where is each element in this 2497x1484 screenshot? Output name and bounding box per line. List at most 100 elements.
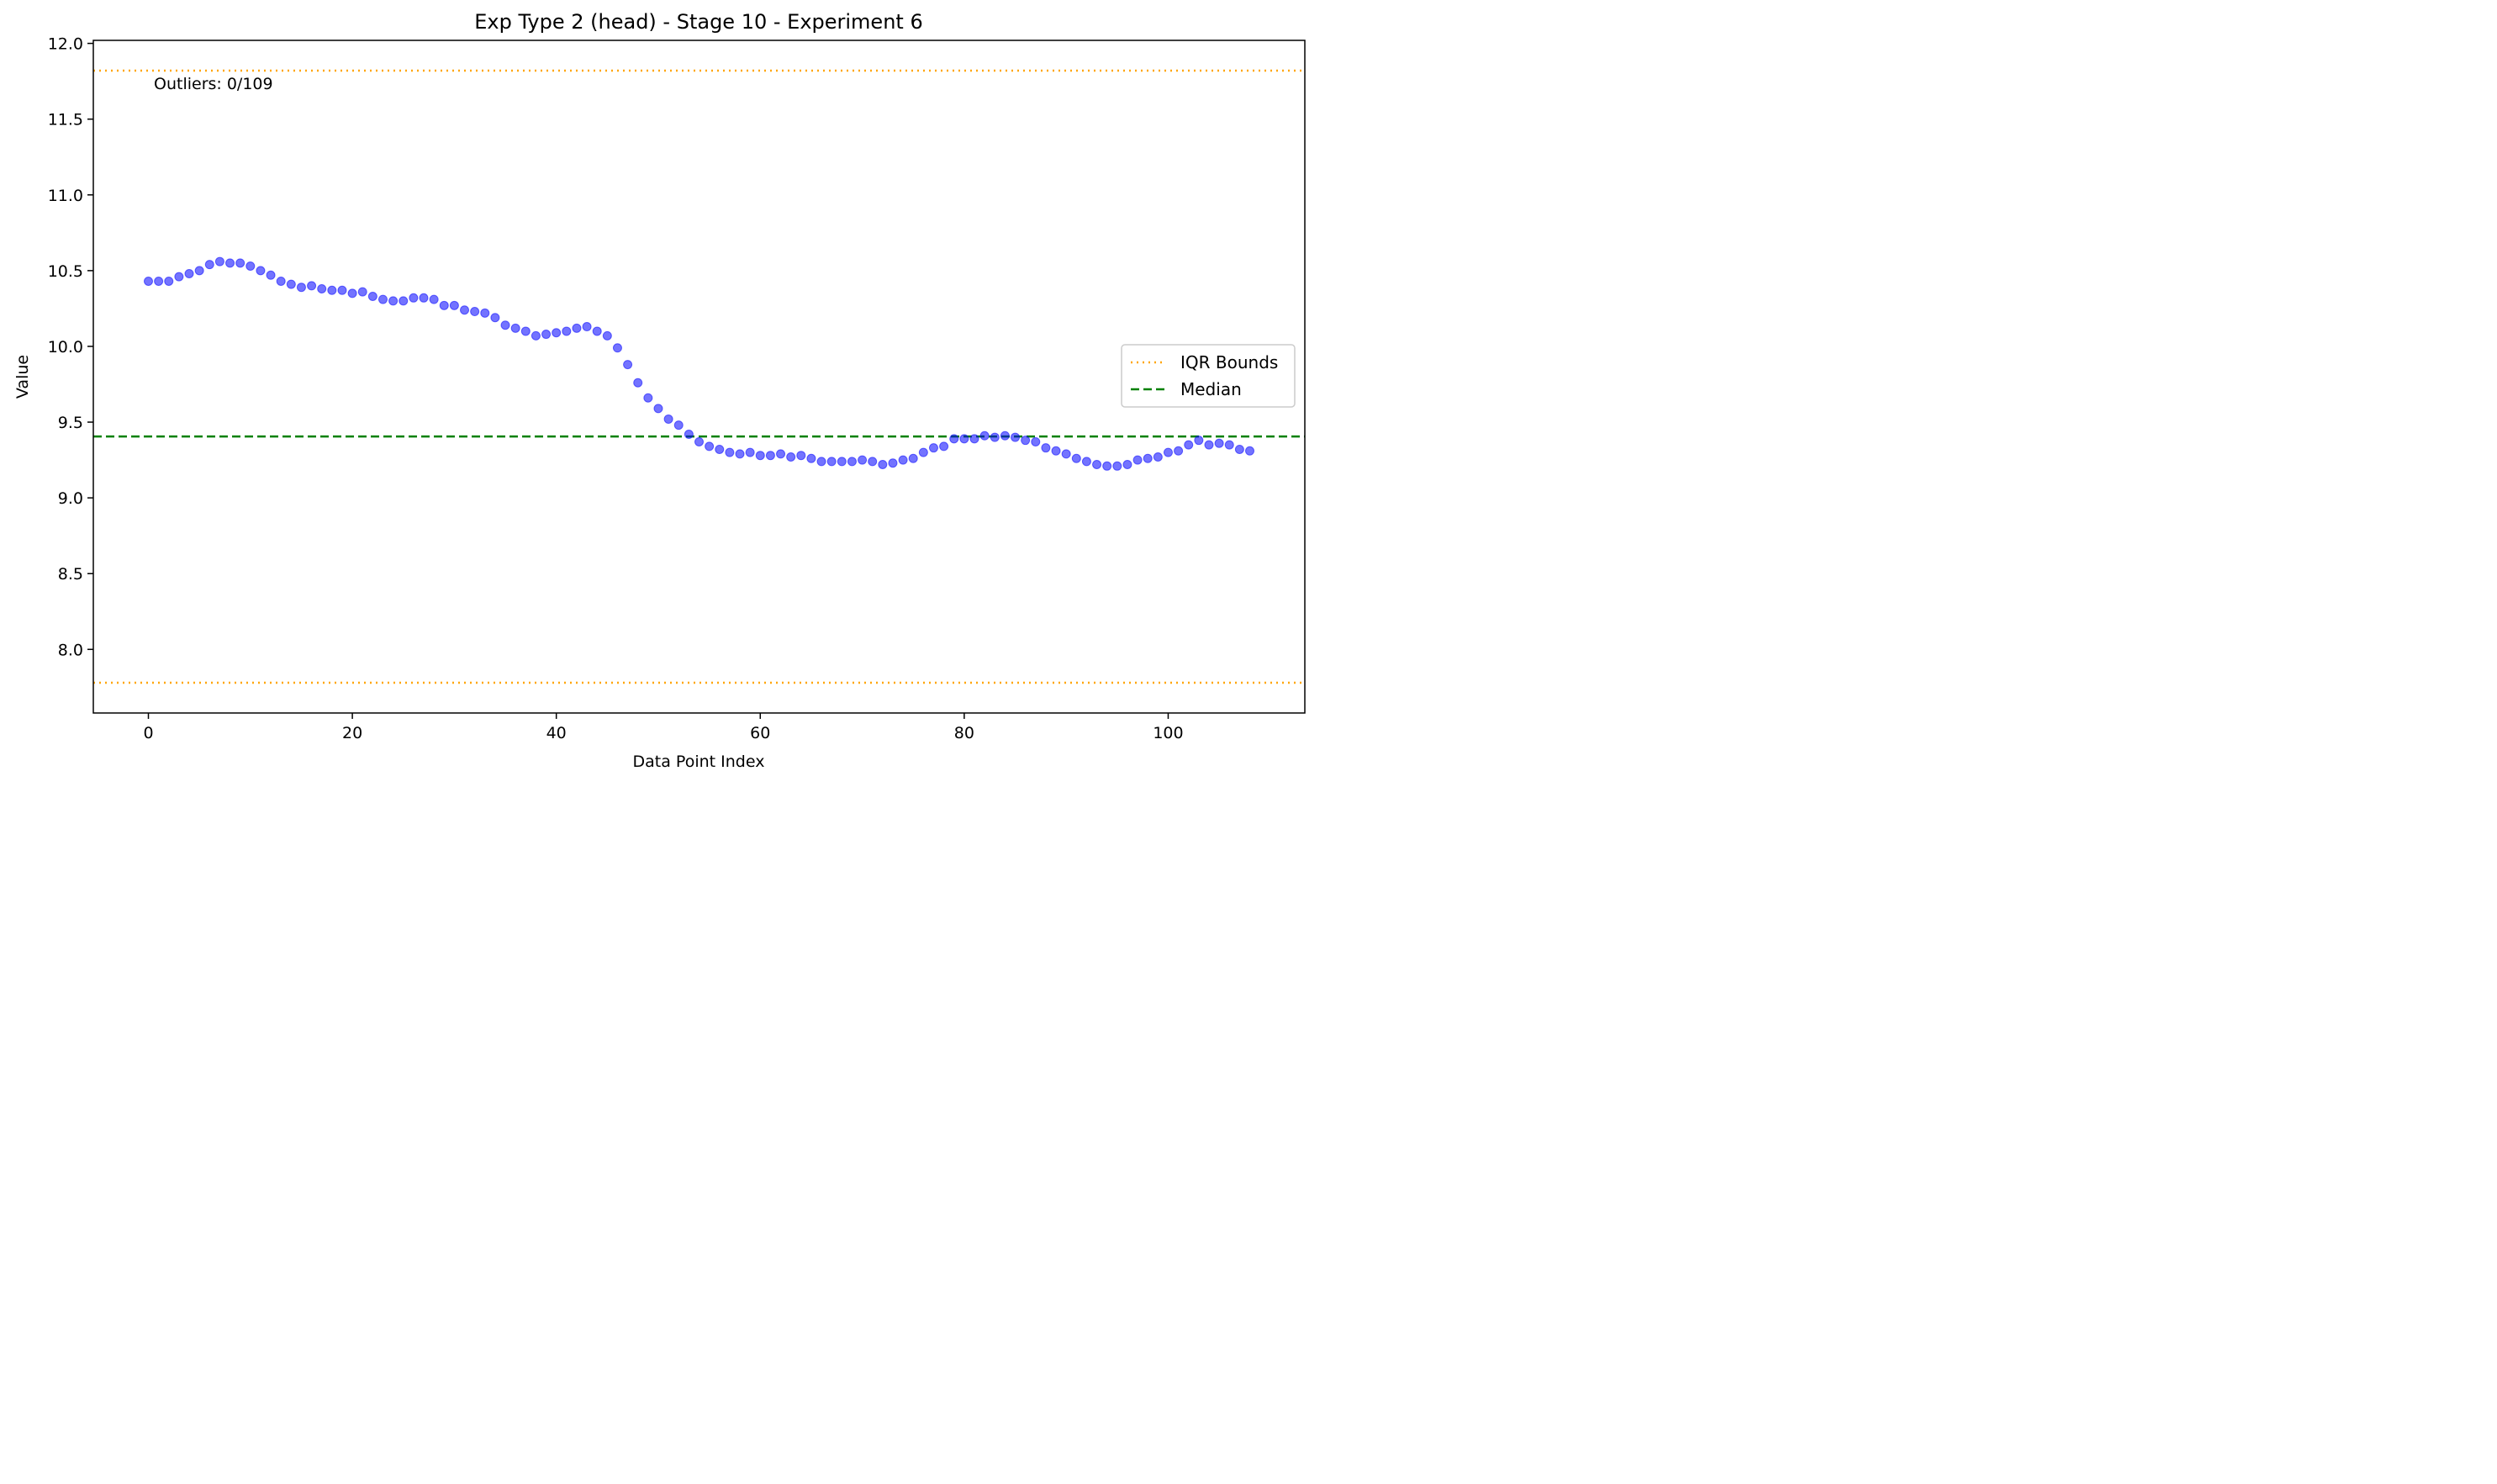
data-point-100 <box>1163 447 1173 457</box>
chart-svg: Exp Type 2 (head) - Stage 10 - Experimen… <box>0 0 1317 784</box>
data-point-59 <box>745 447 755 457</box>
data-point-19 <box>337 285 347 295</box>
outliers-annotation: Outliers: 0/109 <box>154 75 273 93</box>
data-point-60 <box>755 451 765 461</box>
data-point-80 <box>959 434 969 444</box>
data-point-5 <box>194 266 204 276</box>
reference-lines <box>93 69 1305 684</box>
data-point-28 <box>429 294 439 304</box>
data-point-87 <box>1031 436 1041 446</box>
data-point-102 <box>1184 440 1194 450</box>
data-point-20 <box>347 288 357 298</box>
data-point-33 <box>480 308 490 318</box>
data-point-10 <box>245 261 256 271</box>
data-point-52 <box>673 420 684 430</box>
data-point-12 <box>266 270 276 280</box>
data-point-30 <box>449 300 459 310</box>
data-point-69 <box>847 457 857 467</box>
x-axis-label: Data Point Index <box>633 753 765 771</box>
data-point-73 <box>888 458 898 468</box>
data-point-21 <box>357 287 367 297</box>
data-point-24 <box>388 296 399 306</box>
data-point-82 <box>979 430 990 441</box>
data-point-0 <box>144 276 153 286</box>
chart-title: Exp Type 2 (head) - Stage 10 - Experimen… <box>474 10 922 34</box>
y-tick-label: 10.0 <box>48 338 83 356</box>
data-point-93 <box>1092 460 1102 470</box>
data-point-62 <box>776 449 786 459</box>
x-tick-label: 0 <box>143 724 153 742</box>
data-point-88 <box>1041 443 1051 453</box>
data-point-34 <box>490 313 500 323</box>
data-point-47 <box>623 360 633 370</box>
data-point-55 <box>705 441 715 452</box>
data-point-18 <box>327 285 337 295</box>
data-point-98 <box>1143 453 1153 463</box>
data-point-77 <box>928 443 938 453</box>
data-point-101 <box>1174 446 1184 456</box>
data-point-81 <box>969 434 979 444</box>
data-point-67 <box>826 457 837 467</box>
data-point-97 <box>1132 455 1143 465</box>
x-tick-label: 100 <box>1153 724 1183 742</box>
data-point-89 <box>1051 446 1061 456</box>
plot-area <box>92 40 1306 714</box>
data-point-95 <box>1112 461 1122 471</box>
data-point-6 <box>204 260 214 270</box>
legend-label-0: IQR Bounds <box>1180 352 1278 372</box>
data-point-94 <box>1102 461 1112 471</box>
data-point-29 <box>439 300 449 310</box>
data-point-3 <box>174 272 184 282</box>
data-point-61 <box>765 451 775 461</box>
data-point-75 <box>908 453 918 463</box>
data-point-74 <box>898 455 908 465</box>
scatter-series <box>144 256 1254 471</box>
data-point-39 <box>541 330 552 340</box>
data-point-45 <box>602 330 612 341</box>
data-point-90 <box>1061 449 1071 459</box>
data-point-65 <box>806 453 816 463</box>
data-point-48 <box>633 378 643 388</box>
data-point-54 <box>694 436 704 446</box>
y-tick-label: 9.0 <box>58 489 83 508</box>
data-point-104 <box>1204 440 1214 450</box>
y-axis: 8.0 8.5 9.0 9.5 10.0 10.5 11.0 11.5 12.0 <box>48 35 93 659</box>
legend-label-1: Median <box>1180 379 1242 399</box>
data-point-85 <box>1011 432 1021 442</box>
data-point-99 <box>1153 452 1163 462</box>
data-point-103 <box>1194 436 1204 446</box>
data-point-35 <box>500 320 510 330</box>
legend-items: IQR Bounds Median <box>1131 352 1278 399</box>
data-point-8 <box>225 258 235 268</box>
data-point-68 <box>837 457 847 467</box>
data-point-2 <box>164 276 174 286</box>
data-point-76 <box>918 447 928 457</box>
data-point-86 <box>1021 436 1031 446</box>
data-point-38 <box>531 330 541 341</box>
y-tick-label: 9.5 <box>58 414 83 432</box>
y-axis-label: Value <box>13 355 32 399</box>
data-point-14 <box>286 279 296 289</box>
x-tick-label: 60 <box>750 724 770 742</box>
data-point-43 <box>582 322 592 332</box>
data-point-22 <box>367 292 377 302</box>
data-point-44 <box>592 326 602 336</box>
data-point-36 <box>510 323 520 333</box>
data-point-72 <box>878 460 888 470</box>
data-point-31 <box>460 305 470 315</box>
y-tick-label: 10.5 <box>48 262 83 281</box>
x-axis: 0 20 40 60 80 100 <box>143 713 1184 742</box>
data-point-106 <box>1224 440 1234 450</box>
data-point-92 <box>1081 457 1091 467</box>
data-point-23 <box>377 294 388 304</box>
data-point-56 <box>715 444 725 454</box>
y-tick-label: 11.5 <box>48 111 83 129</box>
data-point-41 <box>562 326 572 336</box>
data-point-46 <box>612 343 622 353</box>
legend-box <box>1121 344 1296 408</box>
data-point-4 <box>184 268 194 278</box>
data-point-79 <box>949 434 959 444</box>
data-point-83 <box>990 432 1000 442</box>
data-point-108 <box>1245 446 1254 456</box>
x-tick-label: 20 <box>342 724 362 742</box>
